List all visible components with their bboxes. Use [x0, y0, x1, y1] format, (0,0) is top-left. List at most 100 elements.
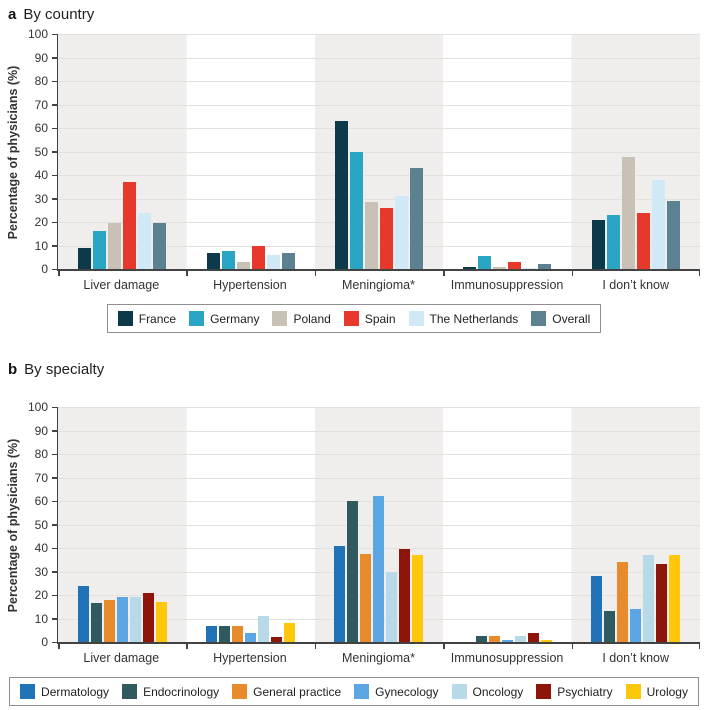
bar: [123, 182, 137, 269]
y-tick-label: 10: [34, 611, 48, 626]
legend-item: Spain: [343, 311, 396, 326]
y-tick-mark: [52, 453, 57, 455]
x-tick-mark: [443, 644, 445, 649]
bar: [129, 597, 141, 642]
gridline: [58, 198, 700, 200]
y-tick-label: 50: [34, 144, 48, 159]
y-tick-mark: [52, 151, 57, 153]
panel-b: b By specialty Percentage of physicians (…: [0, 355, 708, 706]
gridline: [58, 430, 700, 432]
bar: [475, 636, 487, 642]
legend-swatch: [343, 311, 359, 326]
bar-group: [58, 34, 186, 269]
x-tick-mark: [314, 644, 317, 649]
bar: [284, 623, 296, 642]
y-tick-mark: [52, 477, 57, 479]
gridline: [58, 245, 700, 247]
x-tick-mark: [186, 644, 188, 649]
x-labels: Liver damage Hypertension Meningioma* Immun…: [57, 278, 700, 292]
legend-swatch: [117, 311, 133, 326]
y-tick-mark: [52, 221, 57, 223]
y-tick-label: 40: [34, 168, 48, 182]
x-category-label: Immunosuppression: [450, 651, 564, 665]
legend-item: Germany: [189, 311, 259, 326]
bar: [103, 599, 115, 642]
bar: [412, 555, 424, 642]
bar: [373, 496, 385, 642]
legend-item: Psychiatry: [536, 684, 613, 699]
bar: [666, 200, 680, 269]
bar: [636, 212, 650, 269]
legend-swatch: [451, 684, 467, 699]
bar: [155, 602, 167, 642]
y-tick-mark: [52, 406, 57, 408]
y-tick-label: 70: [34, 97, 48, 112]
legend: Dermatology Endocrinology General practice…: [9, 677, 699, 706]
gridline: [58, 81, 700, 82]
y-tick-mark: [52, 174, 57, 176]
y-tick-label: 90: [34, 423, 48, 438]
plot-area: [57, 407, 700, 649]
gridline: [58, 34, 700, 35]
legend-swatch: [20, 684, 36, 699]
y-tick-label: 100: [27, 27, 48, 41]
gridline: [58, 454, 700, 455]
bar: [621, 157, 635, 269]
y-tick-label: 90: [34, 50, 48, 65]
y-tick-mark: [52, 594, 57, 596]
bar: [116, 597, 128, 642]
bar-group: [186, 34, 314, 269]
bar: [463, 266, 477, 269]
gridline: [58, 175, 700, 176]
bar: [606, 214, 620, 269]
bar: [251, 245, 265, 269]
y-tick-mark: [52, 641, 57, 643]
bar: [604, 611, 616, 642]
bar: [236, 261, 250, 269]
bar: [591, 219, 605, 269]
x-tick-mark: [571, 271, 574, 276]
bar: [78, 247, 92, 269]
legend-item: Dermatology: [20, 684, 109, 699]
y-tick-mark: [52, 80, 57, 82]
legend-wrap: Dermatology Endocrinology General practice…: [0, 677, 708, 706]
bar: [334, 120, 348, 269]
bar: [508, 261, 522, 269]
y-tick-label: 40: [34, 541, 48, 555]
bar: [206, 252, 220, 269]
gridline: [58, 57, 700, 59]
legend-swatch: [354, 684, 370, 699]
y-tick-label: 60: [34, 121, 48, 135]
gridline: [58, 104, 700, 106]
legend-label: Poland: [293, 311, 331, 326]
y-tick-mark: [52, 127, 57, 129]
bar: [153, 223, 167, 269]
bar: [266, 254, 280, 269]
gridline: [58, 407, 700, 408]
legend-swatch: [232, 684, 248, 699]
legend-label: Overall: [552, 311, 591, 326]
legend-label: General practice: [253, 684, 342, 699]
bar: [651, 179, 665, 269]
bar: [271, 637, 283, 642]
legend-item: Overall: [531, 311, 590, 326]
legend-item: Oncology: [451, 684, 523, 699]
bar: [138, 212, 152, 269]
y-tick-mark: [52, 524, 57, 526]
bar: [527, 632, 539, 642]
y-tick-mark: [52, 33, 57, 35]
bar: [514, 636, 526, 642]
legend-swatch: [272, 311, 288, 326]
bar: [245, 632, 257, 642]
y-tick-label: 80: [34, 447, 48, 461]
bar: [394, 196, 408, 269]
legend-swatch: [536, 684, 552, 699]
bar: [493, 266, 507, 269]
bar: [364, 202, 378, 269]
gridline: [58, 477, 700, 479]
x-tick-mark: [58, 271, 60, 276]
bar: [379, 207, 393, 269]
legend-item: The Netherlands: [408, 311, 518, 326]
bar: [643, 555, 655, 642]
